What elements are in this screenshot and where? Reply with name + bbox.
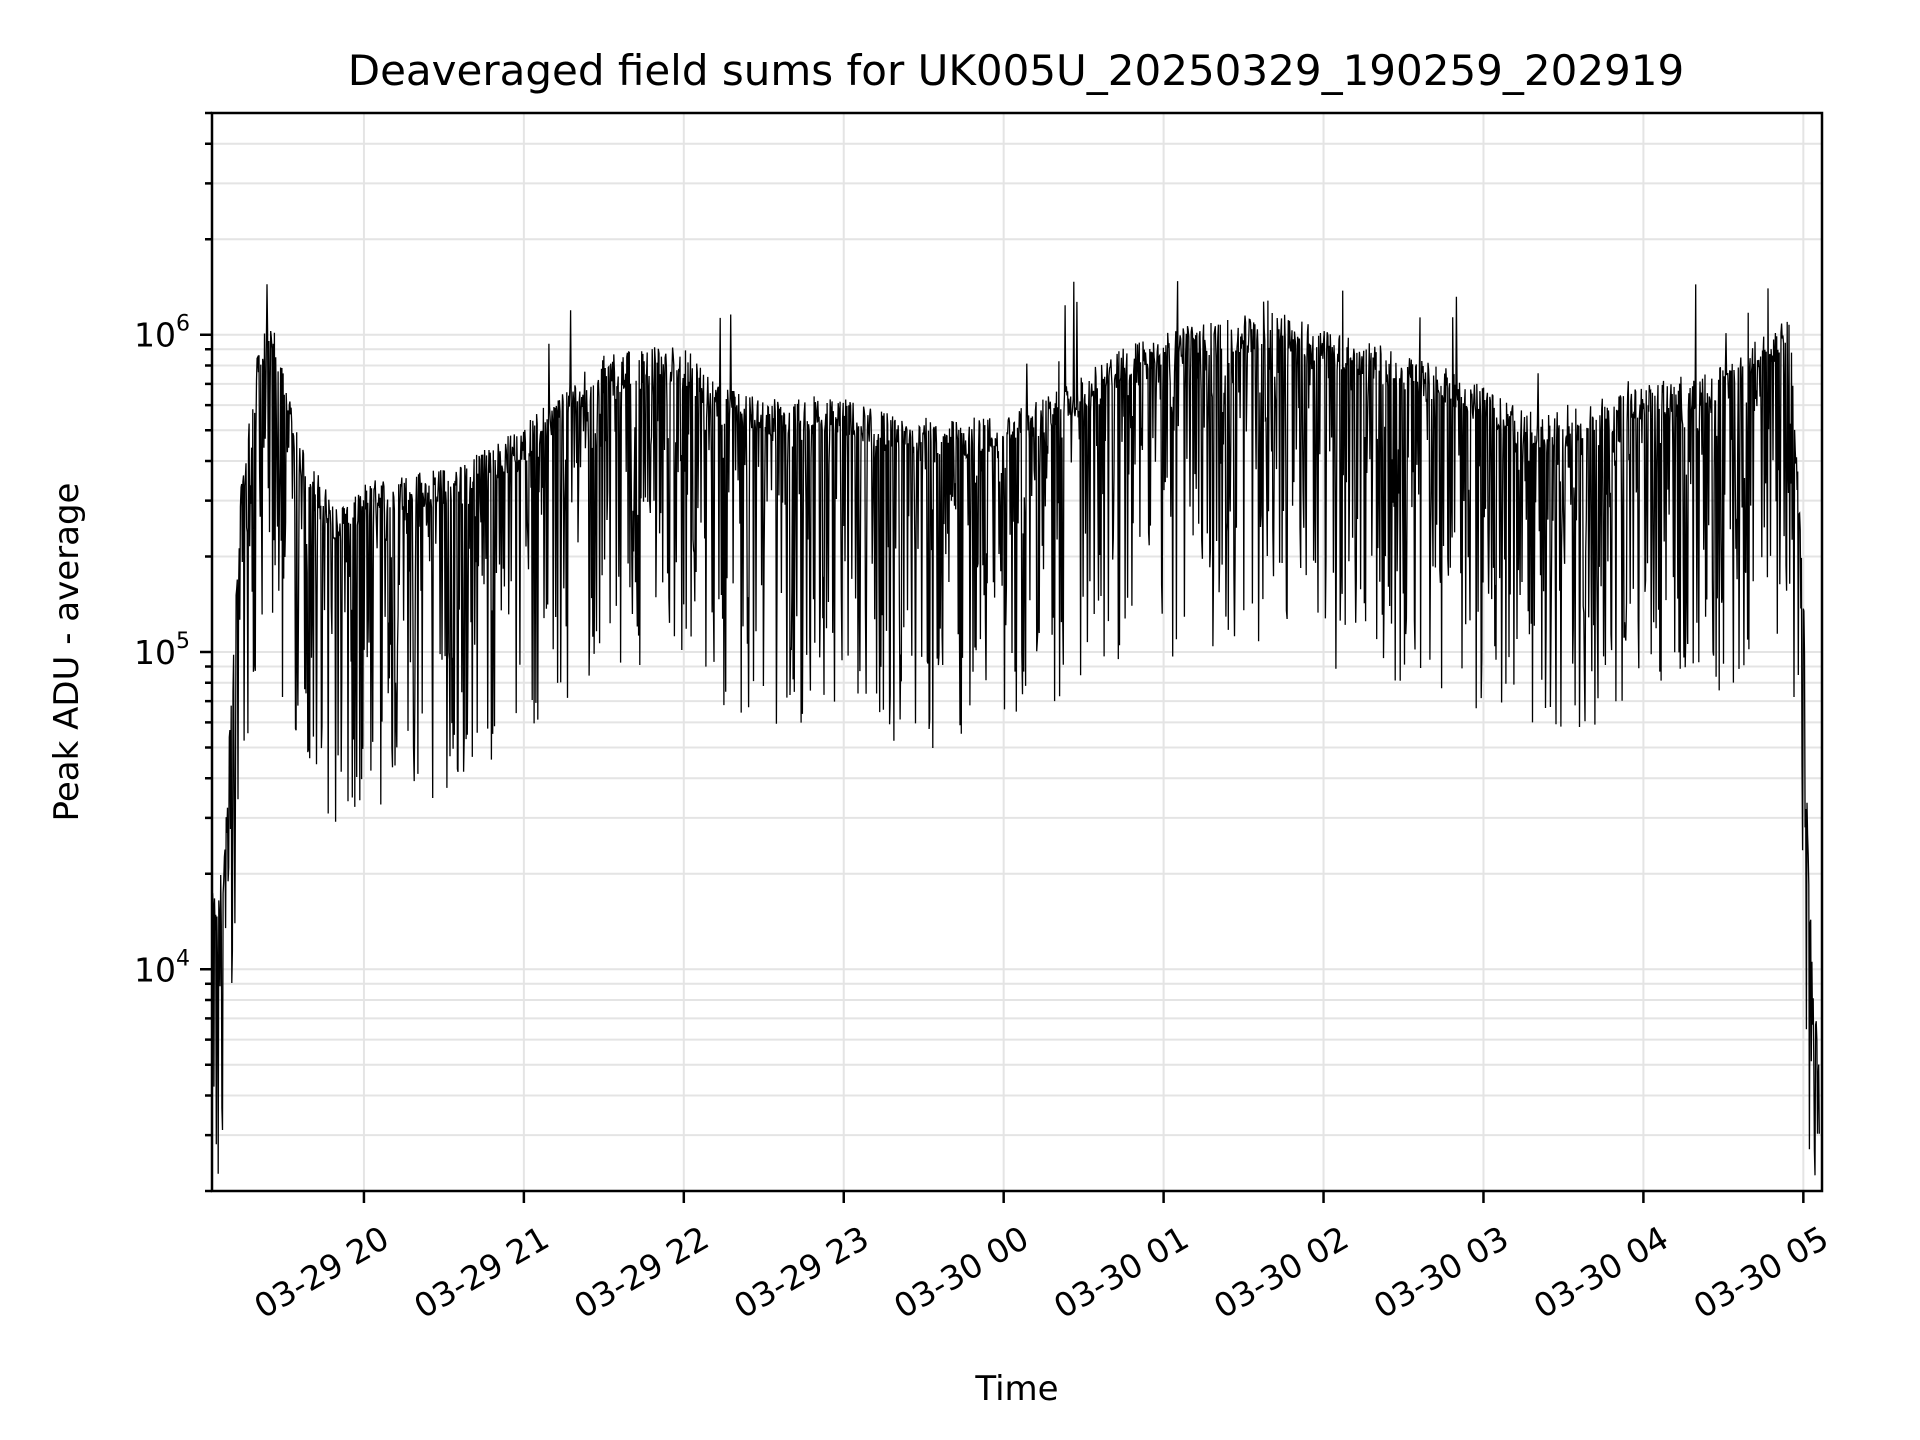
grid-lines: [212, 112, 1822, 1192]
x-tick-label: 03-29 22: [567, 1218, 715, 1326]
x-tick-label: 03-30 05: [1687, 1218, 1835, 1326]
x-tick-label: 03-30 04: [1527, 1218, 1675, 1326]
x-tick-label: 03-30 02: [1207, 1218, 1355, 1326]
x-tick-label: 03-30 01: [1047, 1218, 1195, 1326]
x-tick-label: 03-30 03: [1367, 1218, 1515, 1326]
x-axis-ticks: 03-29 20 03-29 21 03-29 22 03-29 23 03-30 00…: [247, 1191, 1835, 1326]
y-tick-label: 105: [134, 629, 190, 672]
x-tick-label: 03-29 21: [407, 1218, 555, 1326]
x-tick-label: 03-29 23: [727, 1218, 875, 1326]
x-tick-label: 03-29 20: [247, 1218, 395, 1326]
x-tick-label: 03-30 00: [887, 1218, 1035, 1326]
y-axis-label: Peak ADU - average: [47, 483, 87, 822]
x-axis-label: Time: [974, 1369, 1058, 1409]
chart-title: Deaveraged field sums for UK005U_2025032…: [348, 46, 1684, 95]
y-tick-label: 104: [134, 946, 190, 989]
y-axis-ticks: 104 105 106: [134, 111, 212, 1193]
y-tick-label: 106: [134, 312, 190, 355]
series-line: [211, 281, 1820, 1176]
